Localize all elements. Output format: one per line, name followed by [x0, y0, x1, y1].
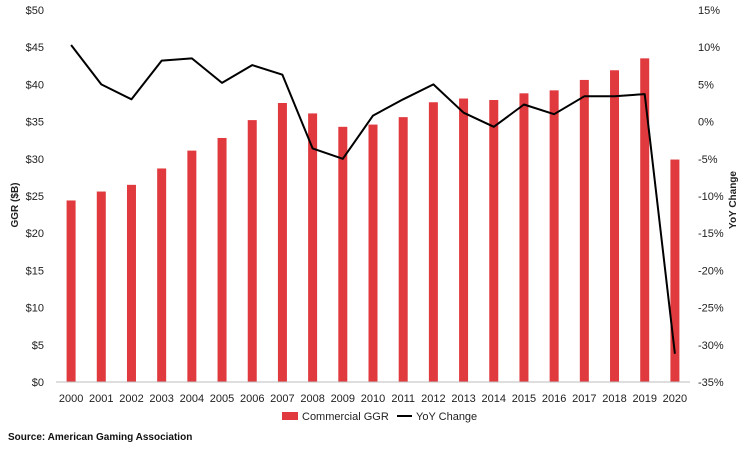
bar [610, 70, 620, 382]
right-tick-label: 5% [698, 79, 714, 91]
x-tick-label: 2014 [482, 393, 506, 405]
source-note: Source: American Gaming Association [8, 432, 193, 443]
right-axis-title-group: YoY Change [728, 171, 739, 229]
legend-label-line: YoY Change [416, 411, 477, 423]
right-tick-label: -10% [698, 191, 724, 203]
x-tick-label: 2005 [210, 393, 234, 405]
x-tick-label: 2002 [119, 393, 143, 405]
x-tick-label: 2011 [391, 393, 415, 405]
left-tick-label: $20 [26, 228, 44, 240]
bar [247, 120, 257, 382]
bar [640, 58, 650, 383]
bar-series [66, 58, 680, 383]
bar [579, 79, 589, 382]
bar [187, 150, 197, 382]
yoy-change-line [70, 44, 676, 354]
bar [398, 117, 408, 383]
bar [308, 113, 318, 382]
right-tick-label: -30% [698, 340, 724, 352]
right-axis-ticks: -35% -30% -25% -20% -15% -10% -5% 0% 5% 10% 15% [698, 5, 724, 389]
bar [66, 200, 76, 382]
left-tick-label: $25 [26, 191, 44, 203]
x-tick-label: 2007 [270, 393, 294, 405]
bar [549, 90, 559, 383]
right-tick-label: 0% [698, 117, 714, 129]
x-tick-label: 2020 [663, 393, 687, 405]
left-tick-label: $15 [26, 265, 44, 277]
x-tick-label: 2009 [331, 393, 355, 405]
right-tick-label: -15% [698, 228, 724, 240]
right-tick-label: 10% [698, 42, 720, 54]
bar [428, 102, 438, 383]
left-tick-label: $10 [26, 303, 44, 315]
left-axis-ticks: $0 $5 $10 $15 $20 $25 $30 $35 $40 $45 $50 [26, 5, 44, 389]
left-tick-label: $35 [26, 117, 44, 129]
bar [489, 100, 499, 383]
x-tick-label: 2001 [89, 393, 113, 405]
combo-chart: GGR ($B) YoY Change $0$5$10$15$20$25$30$… [10, 5, 739, 423]
bar [519, 93, 529, 382]
bar [670, 159, 680, 382]
x-tick-label: 2016 [542, 393, 566, 405]
x-tick-label: 2008 [300, 393, 324, 405]
right-tick-label: 15% [698, 5, 720, 17]
bar [277, 103, 287, 382]
left-tick-label: $0 [32, 377, 44, 389]
left-tick-label: $45 [26, 42, 44, 54]
x-tick-label: 2004 [180, 393, 204, 405]
x-tick-label: 2019 [632, 393, 656, 405]
x-tick-label: 2000 [59, 393, 83, 405]
x-tick-label: 2003 [149, 393, 173, 405]
bar [217, 137, 227, 382]
right-tick-label: -25% [698, 303, 724, 315]
bar [459, 98, 469, 382]
x-tick-label: 2015 [512, 393, 536, 405]
x-tick-label: 2017 [572, 393, 596, 405]
legend-label-bar: Commercial GGR [302, 411, 389, 423]
right-tick-label: -35% [698, 377, 724, 389]
x-tick-label: 2018 [602, 393, 626, 405]
left-tick-label: $40 [26, 79, 44, 91]
left-tick-label: $30 [26, 154, 44, 166]
bar [96, 191, 106, 382]
legend: Commercial GGR YoY Change [282, 411, 477, 423]
left-tick-label: $5 [32, 340, 44, 352]
bar [157, 168, 167, 382]
x-tick-label: 2006 [240, 393, 264, 405]
left-axis-title: GGR ($B) [10, 183, 21, 228]
right-tick-label: -5% [698, 154, 718, 166]
bar [338, 126, 348, 382]
right-axis-title: YoY Change [728, 171, 739, 229]
bar [126, 184, 136, 382]
bar [368, 124, 378, 383]
right-tick-label: -20% [698, 265, 724, 277]
x-tick-label: 2010 [361, 393, 385, 405]
legend-swatch-bar [282, 412, 298, 420]
left-tick-label: $50 [26, 5, 44, 17]
x-tick-label: 2012 [421, 393, 445, 405]
left-axis-title-group: GGR ($B) [10, 183, 21, 228]
x-axis-ticks: 2000 2001 2002 2003 2004 2005 2006 2007 2008 2009… [59, 393, 687, 405]
x-tick-label: 2013 [451, 393, 475, 405]
